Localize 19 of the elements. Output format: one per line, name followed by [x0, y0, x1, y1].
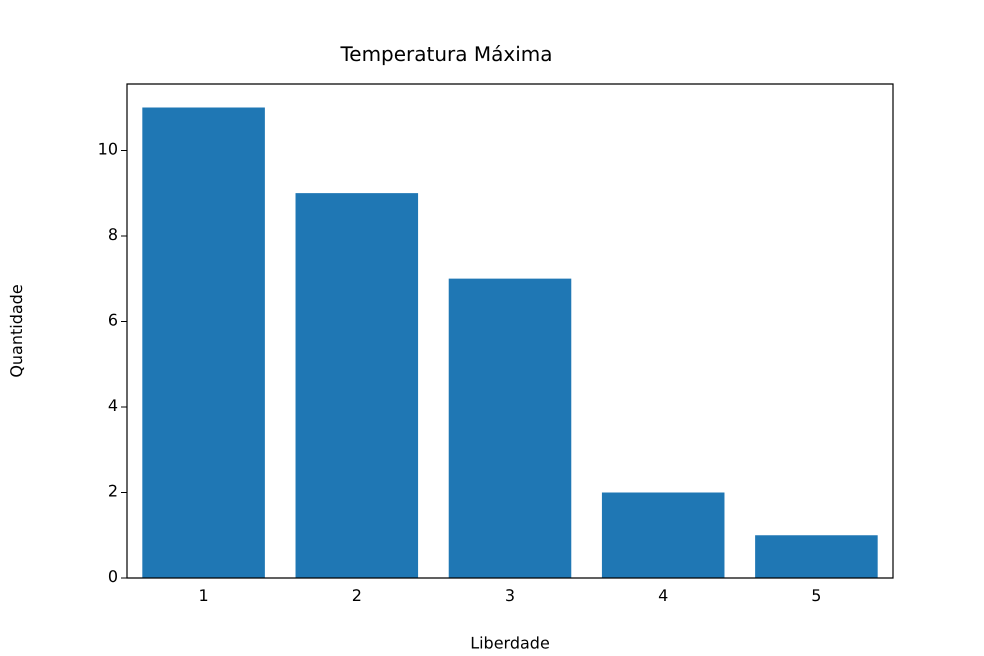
y-axis-title: Quantidade: [6, 284, 26, 378]
bar: [602, 492, 724, 578]
x-tick-label: 5: [811, 586, 822, 605]
x-axis-title: Liberdade: [470, 634, 550, 653]
y-tick-label: 10: [98, 139, 118, 158]
y-tick-label: 6: [108, 310, 118, 330]
bar: [755, 535, 878, 578]
y-tick-label: 8: [108, 224, 118, 244]
y-tick-label: 0: [108, 567, 118, 586]
x-tick-label: 1: [198, 586, 209, 605]
bar: [448, 278, 572, 578]
x-tick-label: 4: [658, 586, 668, 605]
x-tick-label: 3: [504, 586, 516, 605]
chart-title: Temperatura Máxima: [339, 42, 553, 66]
x-tick-label: 2: [352, 586, 362, 605]
y-tick-label: 4: [108, 396, 118, 416]
y-tick-label: 2: [108, 482, 118, 501]
bar: [142, 108, 265, 578]
bar: [296, 193, 418, 578]
